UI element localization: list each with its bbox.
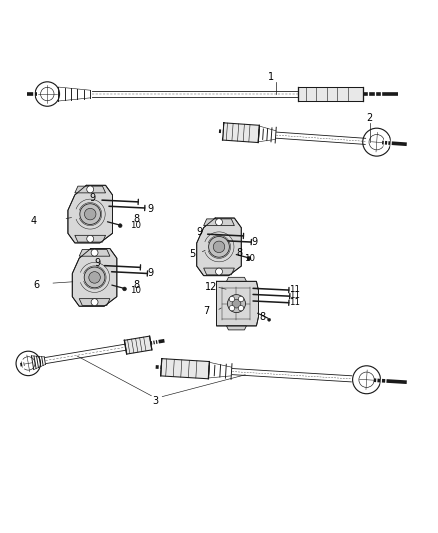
Circle shape [268, 318, 271, 321]
Text: 8: 8 [133, 214, 139, 224]
Circle shape [123, 287, 127, 291]
Polygon shape [298, 87, 363, 101]
Circle shape [229, 296, 235, 302]
Polygon shape [216, 281, 258, 326]
Text: 5: 5 [190, 249, 196, 259]
Text: 11: 11 [290, 298, 300, 307]
Polygon shape [79, 249, 110, 256]
Circle shape [208, 237, 230, 257]
Circle shape [213, 241, 225, 253]
Text: 9: 9 [147, 204, 153, 214]
Text: 9: 9 [252, 237, 258, 247]
Text: 2: 2 [367, 113, 373, 123]
Circle shape [91, 249, 98, 256]
Text: 9: 9 [89, 192, 95, 203]
Text: 9: 9 [197, 227, 203, 237]
Polygon shape [161, 359, 209, 379]
Circle shape [215, 268, 223, 275]
Circle shape [85, 208, 96, 220]
Circle shape [229, 305, 235, 311]
Polygon shape [75, 186, 106, 193]
Circle shape [232, 299, 241, 308]
Text: 11: 11 [290, 291, 300, 300]
Text: 10: 10 [130, 221, 141, 230]
Text: 8: 8 [133, 280, 139, 290]
Text: 1: 1 [268, 71, 275, 82]
Circle shape [215, 219, 223, 225]
Text: 8: 8 [236, 248, 242, 259]
Circle shape [91, 298, 98, 305]
Circle shape [87, 186, 94, 193]
Text: 7: 7 [203, 306, 209, 316]
Polygon shape [223, 123, 259, 142]
Polygon shape [226, 277, 247, 281]
Text: 10: 10 [130, 286, 141, 295]
Circle shape [89, 272, 100, 283]
Text: 4: 4 [30, 216, 36, 225]
Polygon shape [68, 185, 113, 243]
Text: 12: 12 [205, 282, 217, 292]
Text: 8: 8 [260, 312, 266, 322]
Text: 11: 11 [289, 285, 300, 294]
Polygon shape [79, 298, 110, 305]
Polygon shape [75, 236, 106, 242]
Polygon shape [197, 218, 241, 276]
Circle shape [84, 267, 105, 288]
Polygon shape [204, 268, 234, 275]
Circle shape [87, 236, 94, 243]
Text: 9: 9 [147, 269, 153, 278]
Circle shape [247, 256, 251, 260]
Circle shape [238, 296, 244, 302]
Circle shape [238, 305, 244, 311]
Circle shape [80, 204, 101, 224]
Circle shape [118, 224, 122, 228]
Polygon shape [204, 219, 234, 225]
Text: 9: 9 [95, 259, 101, 269]
Text: 6: 6 [33, 280, 39, 290]
Circle shape [227, 295, 245, 312]
Text: 10: 10 [244, 254, 255, 263]
Polygon shape [72, 248, 117, 306]
Polygon shape [226, 326, 247, 330]
Text: 3: 3 [152, 396, 159, 406]
Polygon shape [124, 336, 152, 354]
